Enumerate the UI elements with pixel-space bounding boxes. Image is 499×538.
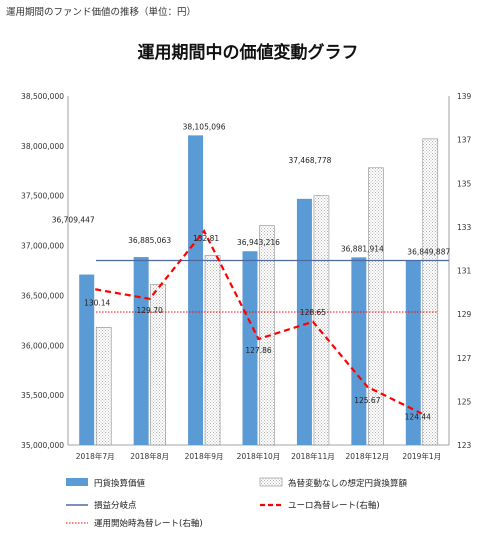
y-tick-label: 36,500,000 (21, 291, 64, 300)
legend-label-no-fx-change: 為替変動なしの想定円貨換算額 (288, 478, 408, 489)
y2-tick-label: 133 (457, 223, 472, 232)
bar-no-fx-change (95, 327, 112, 446)
bar-yen-value (405, 260, 421, 445)
bar-yen-value (79, 274, 95, 445)
y2-tick-label: 135 (457, 179, 472, 188)
bar-no-fx-change (150, 284, 166, 446)
bar-no-fx-change (422, 138, 439, 446)
bar-yen-value (351, 257, 367, 445)
fx-data-label: 124.44 (405, 413, 431, 422)
bar-yen-value (242, 251, 258, 445)
page-caption: 運用期間のファンド価値の推移（単位：円） (6, 7, 197, 18)
y-tick-label: 36,000,000 (21, 341, 64, 350)
bar-data-label: 36,885,063 (128, 236, 171, 245)
bar-yen-value (133, 257, 149, 445)
legend-label-break-even: 損益分岐点 (94, 500, 137, 511)
x-tick-label: 2018年8月 (130, 451, 169, 461)
y2-tick-label: 129 (457, 310, 472, 319)
bar-data-label: 36,849,887 (407, 248, 450, 257)
x-tick-label: 2018年9月 (185, 451, 224, 461)
fx-data-label: 128.65 (300, 308, 326, 317)
legend-label-start-fx: 運用開始時為替レート(右軸) (94, 518, 203, 529)
bar-yen-value (188, 135, 204, 445)
bar-data-label: 36,709,447 (52, 216, 95, 225)
bar-no-fx-change (368, 167, 384, 446)
chart-title: 運用期間中の価値変動グラフ (138, 42, 359, 63)
bar-data-label: 37,468,778 (288, 156, 331, 165)
fx-data-label: 129.70 (137, 306, 163, 315)
x-tick-label: 2018年10月 (237, 451, 281, 461)
bar-no-fx-change (204, 255, 221, 446)
bar-no-fx-change (313, 195, 330, 446)
legend-swatch-no-fx-change (259, 477, 283, 487)
legend-label-euro-fx: ユーロ為替レート(右軸) (288, 500, 380, 511)
fx-data-label: 130.14 (84, 298, 110, 307)
x-tick-label: 2018年7月 (76, 451, 115, 461)
fx-data-label: 125.67 (354, 396, 380, 405)
y2-tick-label: 125 (457, 397, 472, 406)
x-tick-label: 2018年11月 (291, 451, 335, 461)
y2-tick-label: 137 (457, 136, 472, 145)
y-tick-label: 37,000,000 (21, 242, 64, 251)
euro-fx-rate-line (95, 228, 423, 415)
y2-tick-label: 127 (457, 354, 472, 363)
y2-tick-label: 131 (457, 267, 472, 276)
y-tick-label: 38,500,000 (21, 92, 64, 101)
bar-yen-value (296, 198, 312, 445)
bar-data-label: 36,943,216 (237, 238, 280, 247)
x-tick-label: 2019年1月 (402, 451, 441, 461)
plot-area: 35,000,000 35,500,000 36,000,000 36,500,000… (21, 92, 471, 461)
fx-data-label: 132.81 (193, 234, 219, 243)
y-tick-label: 37,500,000 (21, 192, 64, 201)
y-tick-label: 35,000,000 (21, 441, 64, 450)
y-tick-label: 38,000,000 (21, 142, 64, 151)
x-tick-label: 2018年12月 (346, 451, 390, 461)
bar-data-label: 38,105,096 (183, 122, 226, 131)
y-tick-label: 35,500,000 (21, 391, 64, 400)
legend-swatch-yen-value (66, 478, 88, 486)
y2-tick-label: 123 (457, 441, 472, 450)
legend-label-yen-value: 円貨換算価値 (94, 478, 146, 489)
y2-tick-label: 139 (457, 92, 472, 101)
bar-data-label: 36,881,914 (341, 244, 384, 253)
fx-data-label: 127.86 (245, 346, 271, 355)
